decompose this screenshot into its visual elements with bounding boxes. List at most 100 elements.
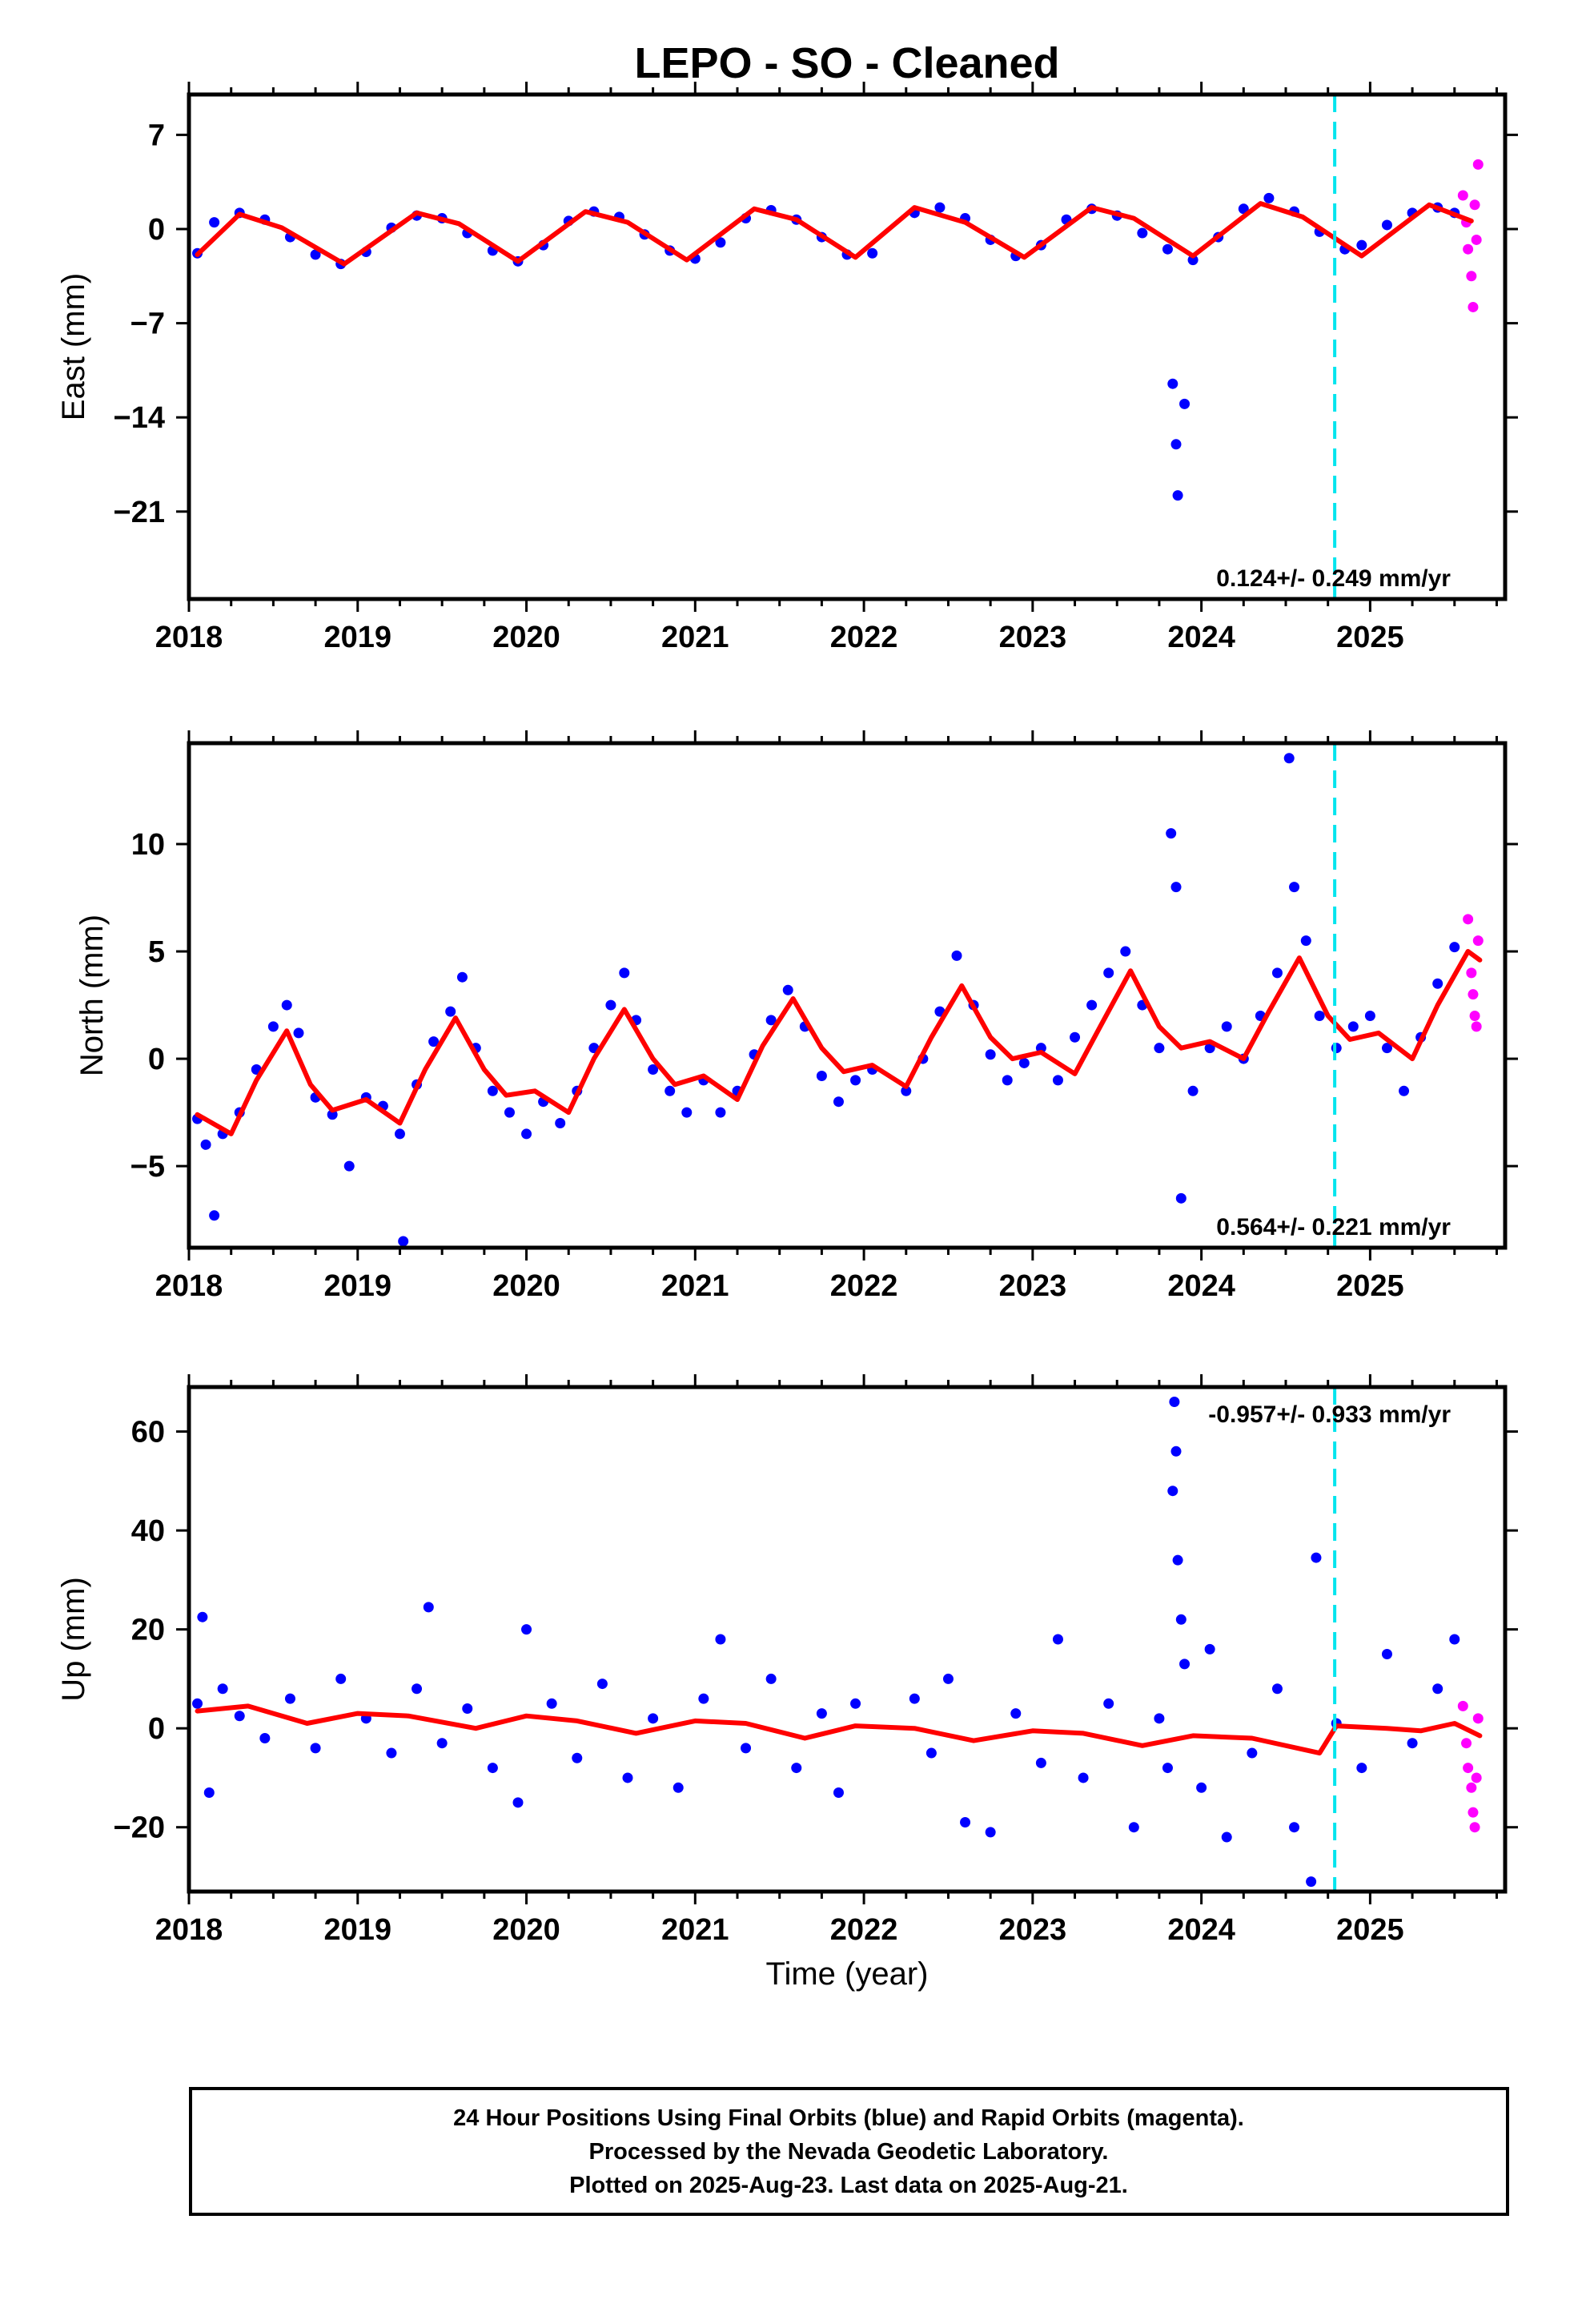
final-orbit-point [1271, 1683, 1283, 1695]
final-orbit-point [1018, 1057, 1030, 1068]
final-orbit-point [1263, 192, 1275, 203]
final-orbit-point [1283, 753, 1295, 764]
panel-2: 2018 2019 2020 2021 2022 2023 2024 2025 10 5 0 −5 No… [74, 730, 1518, 1303]
final-orbit-point [648, 1063, 659, 1075]
final-orbit-point [741, 1743, 752, 1754]
x-tick-label: 2018 [155, 1269, 223, 1303]
final-orbit-point [1364, 1010, 1375, 1021]
final-orbit-point [1170, 439, 1182, 450]
final-orbit-point [765, 1673, 777, 1684]
final-orbit-point [1086, 999, 1098, 1011]
rapid-orbit-point [1469, 1822, 1480, 1833]
final-orbit-point [1120, 946, 1131, 957]
final-orbit-point [596, 1679, 608, 1690]
final-orbit-point [1162, 243, 1173, 255]
final-orbit-point [310, 249, 321, 260]
final-orbit-point [1407, 1738, 1418, 1749]
final-orbit-point [504, 1107, 515, 1118]
final-orbit-point [605, 999, 616, 1011]
final-orbit-point [281, 999, 292, 1011]
final-orbit-point [1432, 978, 1443, 989]
final-orbit-point [1167, 1486, 1178, 1497]
final-orbit-point [715, 1634, 726, 1645]
final-orbit-point [1170, 882, 1182, 893]
final-orbit-point [521, 1624, 532, 1635]
x-tick-label: 2025 [1336, 621, 1404, 654]
final-orbit-point [1289, 1822, 1300, 1833]
final-orbit-point [942, 1673, 954, 1684]
x-tick-label: 2021 [661, 1913, 729, 1947]
final-orbit-point [555, 1118, 566, 1129]
rapid-orbit-point [1463, 1763, 1474, 1774]
final-orbit-point [284, 1693, 295, 1704]
final-orbit-point [1187, 255, 1199, 266]
final-orbit-point [1010, 1708, 1022, 1719]
final-orbit-point [1221, 1831, 1232, 1843]
x-tick-label: 2022 [830, 1913, 898, 1947]
final-orbit-point [715, 1107, 726, 1118]
final-orbit-point [1052, 1075, 1063, 1086]
y-axis-label: North (mm) [74, 915, 110, 1076]
final-orbit-point [1449, 1634, 1460, 1645]
footer-line-1: 24 Hour Positions Using Final Orbits (bl… [453, 2105, 1244, 2131]
final-orbit-point [512, 1797, 524, 1808]
final-orbit-point [1070, 1031, 1081, 1043]
x-tick-label: 2020 [492, 1913, 560, 1947]
figure-title: LEPO - SO - Cleaned [634, 39, 1059, 87]
y-tick-label: −14 [114, 401, 165, 435]
final-orbit-point [1167, 378, 1178, 389]
trend-model-line [195, 1703, 1483, 1756]
final-orbit-point [1154, 1043, 1165, 1054]
final-orbit-point [209, 217, 220, 228]
final-orbit-point [909, 1693, 920, 1704]
final-orbit-point [1187, 1085, 1199, 1096]
final-orbit-point [445, 1006, 456, 1017]
final-orbit-point [456, 971, 468, 983]
footer-box: 24 Hour Positions Using Final Orbits (bl… [189, 2087, 1509, 2216]
y-tick-label: 40 [131, 1514, 165, 1548]
x-axis-label: Time (year) [766, 1956, 929, 1992]
y-tick-label: 0 [148, 1712, 165, 1746]
final-orbit-point [487, 1763, 498, 1774]
x-tick-label: 2019 [323, 1913, 391, 1947]
final-orbit-point [1166, 828, 1177, 839]
final-orbit-point [1179, 398, 1191, 409]
final-orbit-point [209, 1210, 220, 1221]
final-orbit-point [394, 1128, 405, 1140]
final-orbit-point [926, 1747, 937, 1759]
plot-area [192, 743, 1484, 1248]
final-orbit-point [1311, 1552, 1322, 1563]
x-tick-label: 2024 [1167, 1913, 1235, 1947]
rapid-orbit-point [1468, 301, 1479, 312]
final-orbit-point [816, 1708, 827, 1719]
rapid-orbit-point [1466, 271, 1477, 282]
final-orbit-point [1247, 1747, 1258, 1759]
final-orbit-point [423, 1602, 434, 1613]
final-orbit-point [1172, 1554, 1183, 1566]
y-tick-label: 20 [131, 1614, 165, 1647]
final-orbit-point [1128, 1822, 1139, 1833]
final-orbit-point [1052, 1634, 1063, 1645]
rapid-orbit-point [1468, 989, 1479, 1000]
panel-3: 2018 2019 2020 2021 2022 2023 2024 2025 60 40 20 0 −… [56, 1374, 1518, 1992]
x-tick-label: 2021 [661, 1269, 729, 1303]
final-orbit-point [850, 1698, 861, 1709]
final-orbit-point [816, 1071, 827, 1082]
final-orbit-point [619, 967, 630, 979]
final-orbit-point [951, 950, 962, 961]
final-orbit-point [234, 1711, 245, 1722]
final-orbit-point [217, 1683, 228, 1695]
rapid-orbit-point [1471, 1021, 1482, 1032]
rapid-orbit-point [1468, 1807, 1479, 1818]
final-orbit-point [1078, 1772, 1089, 1783]
final-orbit-point [791, 1763, 802, 1774]
final-orbit-point [412, 1683, 423, 1695]
rapid-orbit-point [1472, 1713, 1484, 1724]
rapid-orbit-point [1472, 159, 1484, 170]
x-tick-label: 2022 [830, 621, 898, 654]
velocity-rate-label: -0.957+/- 0.933 mm/yr [1208, 1401, 1451, 1428]
rapid-orbit-point [1461, 1738, 1472, 1749]
final-orbit-point [335, 1673, 347, 1684]
final-orbit-point [1289, 882, 1300, 893]
final-orbit-point [1381, 1649, 1392, 1660]
